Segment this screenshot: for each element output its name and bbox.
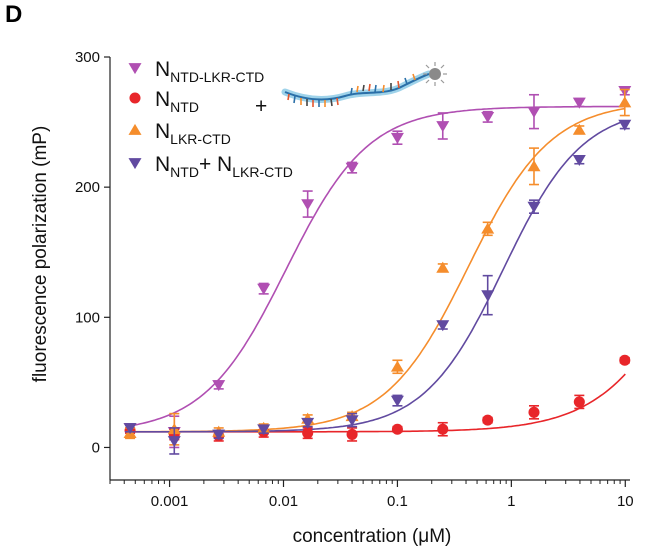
legend-plus-sign: + — [255, 95, 267, 118]
y-axis-title: fluorescence polarization (mP) — [30, 126, 51, 383]
series-points — [123, 119, 632, 455]
legend-entry: NNTD+ NLKR-CTD — [128, 153, 293, 180]
fit-curve — [130, 373, 626, 433]
data-point-circle — [129, 92, 141, 104]
data-point-triangle-down — [167, 436, 181, 448]
data-point-triangle-down — [390, 395, 404, 407]
y-tick-label: 200 — [75, 179, 100, 196]
legend-entry: NNTD-LKR-CTD — [128, 58, 264, 85]
series-points — [124, 354, 631, 442]
data-point-triangle-down — [212, 380, 226, 392]
data-point-triangle-down — [212, 429, 226, 441]
data-point-triangle-down — [572, 97, 586, 109]
data-point-triangle-up — [390, 360, 404, 372]
fit-curve — [129, 105, 626, 427]
legend-entry: NNTD — [129, 88, 199, 115]
data-point-triangle-up — [436, 261, 450, 273]
y-tick-label: 100 — [75, 309, 100, 326]
data-point-triangle-down — [618, 119, 632, 131]
y-tick-label: 0 — [92, 439, 100, 456]
data-point-circle — [573, 396, 585, 408]
x-tick-label: 0.01 — [269, 493, 298, 510]
axes: 0 100 200 300 0.001 0.01 0.1 1 10 — [75, 49, 634, 510]
x-tick-label: 0.1 — [387, 493, 408, 510]
legend: NNTD-LKR-CTD NNTD NLKR-CTD NNTD+ NLKR-CTD — [128, 58, 293, 180]
x-tick-label: 1 — [507, 493, 515, 510]
data-point-circle — [391, 423, 403, 435]
data-point-triangle-down — [257, 424, 271, 436]
x-axis-title: concentration (μM) — [293, 526, 452, 547]
fluorescent-labeled-rna-oligo-icon — [281, 62, 447, 107]
x-axis-ticks: 0.001 0.01 0.1 1 10 — [109, 480, 634, 510]
x-tick-label: 10 — [617, 493, 634, 510]
fit-curves — [129, 105, 626, 433]
legend-label: NNTD — [155, 88, 199, 115]
data-point-triangle-down — [436, 121, 450, 133]
data-point-triangle-down — [390, 132, 404, 144]
data-point-triangle-down — [128, 158, 142, 170]
fit-curve — [130, 119, 626, 433]
data-point-triangle-down — [481, 111, 495, 124]
data-point-circle — [619, 354, 631, 366]
data-point-circle — [437, 423, 449, 435]
panel-label: D — [5, 1, 22, 28]
data-point-triangle-down — [527, 106, 541, 118]
legend-label: NNTD-LKR-CTD — [155, 58, 264, 85]
data-point-triangle-down — [345, 415, 359, 427]
y-axis-ticks: 0 100 200 300 — [75, 49, 110, 456]
data-point-triangle-down — [257, 283, 271, 295]
data-point-circle — [346, 428, 358, 440]
data-point-circle — [302, 427, 314, 439]
data-points — [123, 85, 632, 455]
data-point-triangle-up — [128, 123, 142, 135]
data-point-triangle-down — [572, 154, 586, 166]
data-point-triangle-down — [128, 63, 142, 75]
data-point-circle — [482, 414, 494, 426]
data-point-triangle-down — [301, 199, 315, 211]
data-point-triangle-down — [481, 290, 495, 302]
data-point-triangle-down — [301, 417, 315, 429]
x-tick-label: 0.001 — [151, 493, 189, 510]
data-point-triangle-down — [436, 320, 450, 332]
data-point-circle — [528, 406, 540, 418]
data-point-triangle-down — [527, 201, 541, 213]
plot-area — [123, 85, 632, 455]
legend-label: NNTD+ NLKR-CTD — [155, 153, 293, 180]
legend-connector-plus: + — [255, 95, 267, 118]
legend-label: NLKR-CTD — [155, 120, 231, 147]
data-point-triangle-up — [527, 160, 541, 172]
y-tick-label: 300 — [75, 49, 100, 66]
data-point-triangle-up — [618, 96, 632, 108]
data-point-triangle-down — [345, 162, 359, 174]
legend-entry: NLKR-CTD — [128, 120, 231, 147]
data-point-triangle-up — [572, 123, 586, 135]
data-point-triangle-up — [481, 222, 495, 234]
data-point-triangle-down — [123, 423, 137, 435]
